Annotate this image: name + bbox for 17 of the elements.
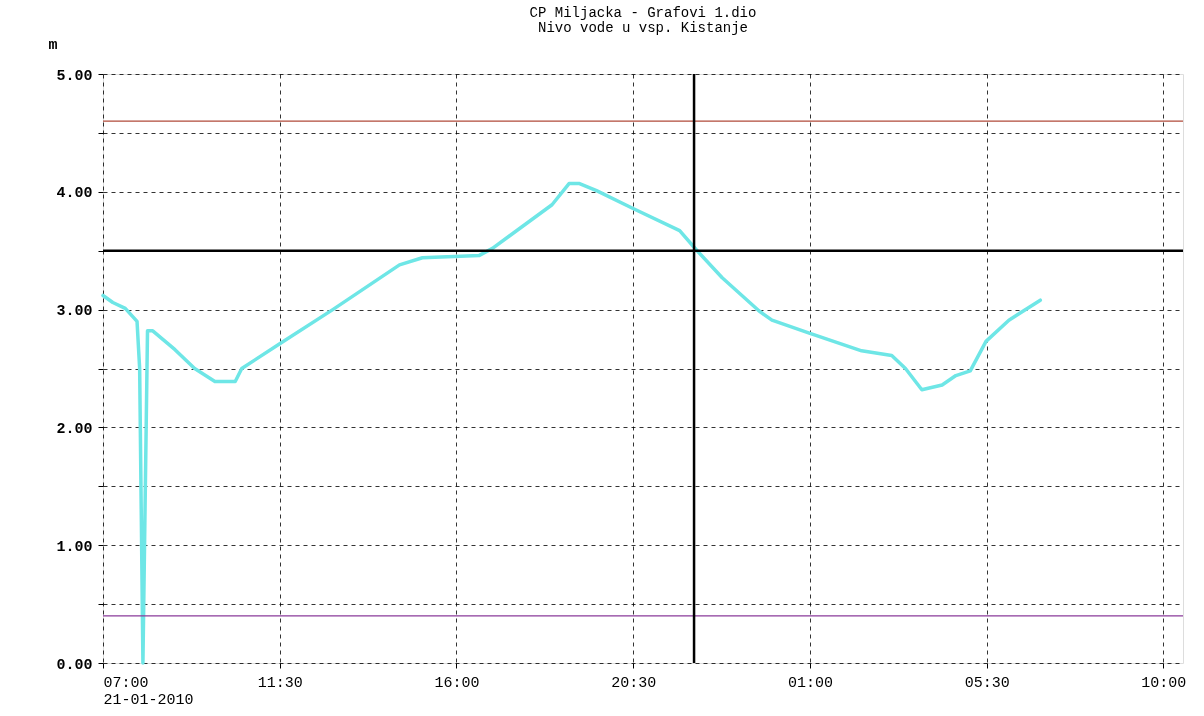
y-tick-label: 3.00	[56, 303, 93, 321]
x-tick-label: 10:00	[1141, 674, 1187, 692]
y-tick-label: 4.00	[56, 185, 93, 203]
x-tick-label: 07:00 21-01-2010	[103, 674, 194, 709]
x-tick-label: 11:30	[257, 674, 303, 692]
y-tick-label: 5.00	[56, 67, 93, 85]
x-tick-label: 20:30	[611, 674, 657, 692]
line-series	[101, 181, 1043, 665]
x-tick-label: 01:00	[787, 674, 833, 692]
y-axis-title: m	[48, 37, 58, 54]
x-tick-label: 16:00	[434, 674, 480, 692]
chart-title: CP Miljacka - Grafovi 1.dio	[529, 5, 757, 21]
y-tick-label: 0.00	[56, 656, 93, 674]
chart-subtitle: Nivo vode u vsp. Kistanje	[537, 20, 749, 36]
x-tick-label: 05:30	[964, 674, 1010, 692]
y-tick-label: 2.00	[56, 420, 93, 438]
y-tick-label: 1.00	[56, 538, 93, 556]
